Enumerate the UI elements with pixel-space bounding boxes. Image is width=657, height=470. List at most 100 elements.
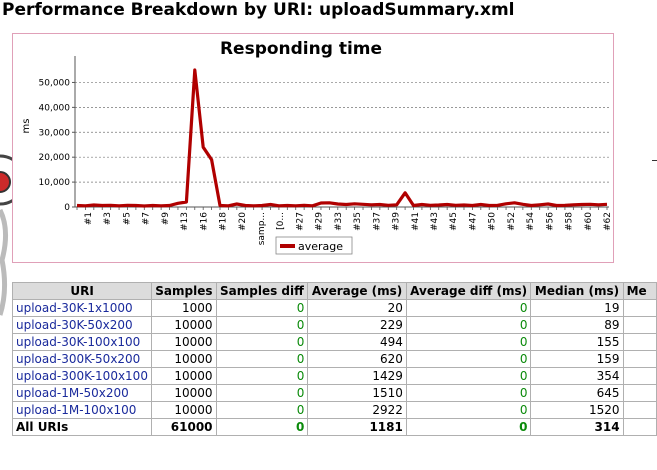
cell-samples-diff: 0 [215,367,309,385]
cell-average-diff: 0 [405,367,532,385]
x-tick-label: #52 [507,212,517,231]
y-tick-label: 50,000 [39,78,71,88]
cell-next-clipped [622,299,657,317]
cell-uri[interactable]: upload-1M-100x100 [11,401,153,419]
cell-samples: 10000 [151,367,217,385]
cell-median: 155 [530,333,624,351]
x-tick-label: #62 [603,212,613,231]
cell-median: 645 [530,384,624,402]
table-row: upload-30K-100x100 10000 0 494 0 155 [11,333,657,351]
col-header-median[interactable]: Median (ms) [530,282,624,300]
cell-next-clipped [622,367,657,385]
x-tick-label: #27 [295,212,305,231]
x-tick-label: #18 [219,212,229,231]
y-tick-label: 40,000 [39,103,71,113]
col-header-samples[interactable]: Samples [151,282,217,300]
cell-samples: 10000 [151,333,217,351]
cell-average: 2922 [307,401,407,419]
x-tick-label: #60 [584,212,594,231]
cell-average: 620 [307,350,407,368]
table-viewport: URI Samples Samples diff Average (ms) Av… [0,282,657,452]
uri-performance-table: URI Samples Samples diff Average (ms) Av… [11,282,657,436]
cell-samples-diff: 0 [215,333,309,351]
cell-median: 314 [530,418,624,436]
table-row: upload-300K-100x100 10000 0 1429 0 354 [11,367,657,385]
cell-average-diff: 0 [405,299,532,317]
x-tick-label: #37 [372,212,382,231]
cell-uri[interactable]: upload-300K-50x200 [11,350,153,368]
col-header-next[interactable]: Me [622,282,657,300]
col-header-uri[interactable]: URI [11,282,153,300]
cell-uri[interactable]: upload-30K-1x1000 [11,299,153,317]
cell-average-diff: 0 [405,333,532,351]
cell-average: 229 [307,316,407,334]
x-tick-label: #50 [488,212,498,231]
x-tick-label: #9 [161,212,171,226]
cell-uri[interactable]: upload-1M-50x200 [11,384,153,402]
x-tick-label: #20 [238,212,248,231]
cell-next-clipped [622,350,657,368]
table-row: upload-300K-50x200 10000 0 620 0 159 [11,350,657,368]
cell-next-clipped [622,384,657,402]
table-header-row: URI Samples Samples diff Average (ms) Av… [11,282,657,300]
x-tick-label: #47 [468,212,478,231]
chart-panel: 0 10,000 20,000 30,000 40,000 50,000 #1 #3 #5 #7… [12,33,614,263]
cell-average-diff: 0 [405,401,532,419]
y-axis-label: ms [21,119,32,134]
cell-next-clipped [622,333,657,351]
x-tick-label: samp... [257,212,267,245]
x-tick-label: #16 [199,212,209,231]
x-tick-label: #56 [545,212,555,231]
x-tick-label: #43 [430,212,440,231]
mascot-graphic [0,150,12,320]
y-tick-label: 0 [64,203,70,213]
cell-average-diff: 0 [405,350,532,368]
cell-average: 1510 [307,384,407,402]
legend-label-average: average [298,240,343,253]
cell-uri[interactable]: upload-30K-50x200 [11,316,153,334]
x-tick-label: #54 [526,212,536,231]
cell-samples: 10000 [151,316,217,334]
x-tick-label: [0... [276,212,286,230]
cell-uri[interactable]: upload-30K-100x100 [11,333,153,351]
scroll-marker [652,160,657,161]
y-tick-label: 20,000 [39,153,71,163]
table-row: upload-1M-100x100 10000 0 2922 0 1520 [11,401,657,419]
cell-samples-diff: 0 [215,401,309,419]
cell-average: 1429 [307,367,407,385]
cell-samples-diff: 0 [215,384,309,402]
x-tick-label: #58 [565,212,575,231]
col-header-average[interactable]: Average (ms) [307,282,407,300]
page-title: Performance Breakdown by URI: uploadSumm… [2,0,515,20]
cell-uri[interactable]: upload-300K-100x100 [11,367,153,385]
col-header-samples-diff[interactable]: Samples diff [215,282,309,300]
chart-legend: average [275,236,353,255]
y-tick-label: 10,000 [39,178,71,188]
col-header-average-diff[interactable]: Average diff (ms) [405,282,532,300]
series-line-average [76,68,608,208]
x-tick-label: #45 [449,212,459,231]
cell-average: 20 [307,299,407,317]
x-tick-label: #1 [84,212,94,225]
cell-uri: All URIs [11,418,153,436]
x-tick-label: #29 [315,212,325,231]
cell-median: 1520 [530,401,624,419]
cell-median: 354 [530,367,624,385]
cell-samples: 10000 [151,384,217,402]
cell-average-diff: 0 [405,418,532,436]
table-total-row: All URIs 61000 0 1181 0 314 [11,418,657,436]
table-row: upload-30K-1x1000 1000 0 20 0 19 [11,299,657,317]
x-tick-label: #35 [353,212,363,231]
cell-average-diff: 0 [405,316,532,334]
cell-samples: 10000 [151,401,217,419]
x-tick-label: #41 [411,212,421,231]
cell-samples-diff: 0 [215,418,309,436]
x-tick-label: #13 [180,212,190,231]
cell-next-clipped [622,401,657,419]
chart-title: Responding time [220,39,382,59]
cell-median: 19 [530,299,624,317]
cell-samples-diff: 0 [215,316,309,334]
x-tick-label: #33 [334,212,344,231]
cell-median: 89 [530,316,624,334]
x-tick-label: #5 [122,212,132,225]
